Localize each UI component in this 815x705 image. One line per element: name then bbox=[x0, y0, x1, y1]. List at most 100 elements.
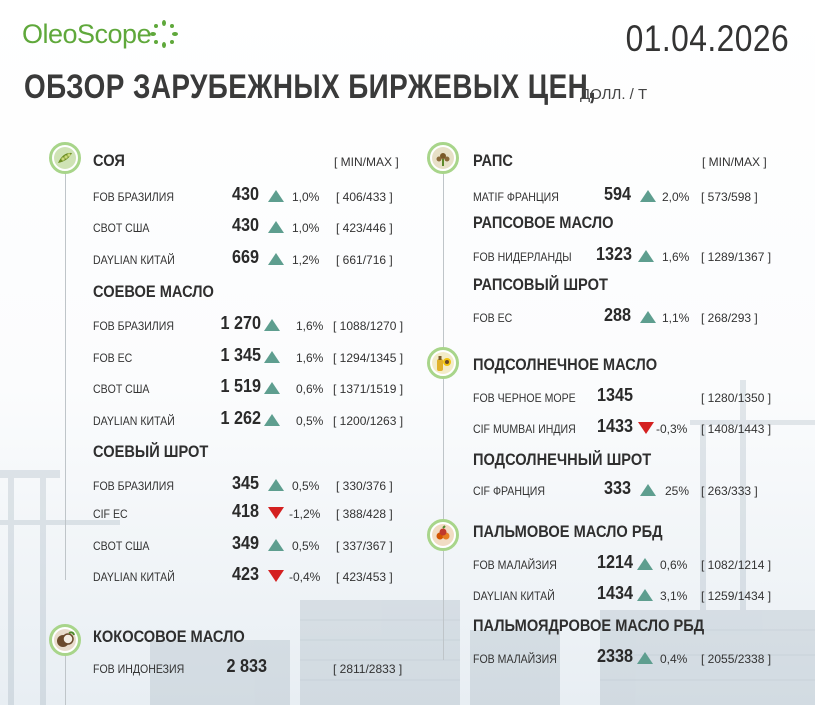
market-label: CIF ЕС bbox=[93, 507, 128, 521]
up-arrow-icon bbox=[264, 382, 280, 394]
up-arrow-icon bbox=[268, 253, 284, 265]
table-row: MATIF ФРАНЦИЯ 594 2,0% [ 573/598 ] bbox=[473, 184, 793, 206]
change-pct: 1,2% bbox=[292, 253, 320, 267]
rapeseed-meal-heading: РАПСОВЫЙ ШРОТ bbox=[473, 275, 608, 294]
change-pct: 1,0% bbox=[292, 190, 320, 204]
price-value: 423 bbox=[231, 564, 259, 584]
change-pct: 1,1% bbox=[662, 311, 690, 325]
market-label: CBOT США bbox=[93, 382, 150, 396]
price-value: 349 bbox=[231, 533, 259, 553]
table-row: FOB БРАЗИЛИЯ 1 270 1,6% [ 1088/1270 ] bbox=[93, 313, 423, 335]
rapeseed-icon bbox=[436, 153, 450, 166]
palm-section-icon bbox=[427, 519, 459, 551]
price-value: 669 bbox=[231, 247, 259, 267]
change-pct: 2,0% bbox=[662, 190, 690, 204]
change-pct: 0,6% bbox=[660, 558, 688, 572]
market-label: CIF ФРАНЦИЯ bbox=[473, 484, 546, 498]
table-row: DAYLIAN КИТАЙ 669 1,2% [ 661/716 ] bbox=[93, 247, 423, 269]
price-value: 1345 bbox=[596, 385, 633, 405]
min-max-range: [ 573/598 ] bbox=[701, 190, 758, 204]
market-label: CBOT США bbox=[93, 221, 150, 235]
price-value: 1323 bbox=[595, 244, 632, 264]
min-max-range: [ 268/293 ] bbox=[701, 311, 758, 325]
price-value: 333 bbox=[603, 478, 631, 498]
change-pct: 0,4% bbox=[660, 652, 688, 666]
market-label: FOB БРАЗИЛИЯ bbox=[93, 479, 174, 493]
soy-heading: СОЯ bbox=[93, 151, 125, 170]
min-max-range: [ 423/453 ] bbox=[336, 570, 393, 584]
change-pct: 3,1% bbox=[660, 589, 688, 603]
up-arrow-icon bbox=[268, 539, 284, 551]
change-pct: 1,6% bbox=[296, 319, 324, 333]
soybean-icon bbox=[58, 152, 72, 163]
price-value: 2338 bbox=[596, 646, 633, 666]
change-pct: 0,5% bbox=[292, 479, 320, 493]
coconut-oil-heading: КОКОСОВОЕ МАСЛО bbox=[93, 627, 245, 646]
table-row: FOB МАЛАЙЗИЯ 1214 0,6% [ 1082/1214 ] bbox=[473, 552, 793, 574]
up-arrow-icon bbox=[640, 311, 656, 323]
table-row: DAYLIAN КИТАЙ 1 262 0,5% [ 1200/1263 ] bbox=[93, 408, 423, 430]
table-row: FOB БРАЗИЛИЯ 430 1,0% [ 406/433 ] bbox=[93, 184, 423, 206]
price-value: 1433 bbox=[596, 416, 633, 436]
min-max-range: [ 1371/1519 ] bbox=[333, 382, 404, 396]
rapeseed-section-icon bbox=[427, 142, 459, 174]
rapeseed-oil-heading: РАПСОВОЕ МАСЛО bbox=[473, 213, 614, 232]
price-value: 1434 bbox=[596, 583, 633, 603]
change-pct: -1,2% bbox=[289, 507, 321, 521]
market-label: MATIF ФРАНЦИЯ bbox=[473, 190, 559, 204]
min-max-range: [ 2811/2833 ] bbox=[333, 662, 403, 676]
rapeseed-heading: РАПС bbox=[473, 151, 513, 170]
up-arrow-icon bbox=[268, 221, 284, 233]
table-row: DAYLIAN КИТАЙ 423 -0,4% [ 423/453 ] bbox=[93, 564, 423, 586]
price-value: 1 345 bbox=[220, 345, 261, 365]
logo-text: OleoScope bbox=[22, 18, 152, 49]
table-row: FOB ЕС 1 345 1,6% [ 1294/1345 ] bbox=[93, 345, 423, 367]
right-minmax-header: [ MIN/MAX ] bbox=[702, 155, 767, 169]
left-timeline-bottom bbox=[65, 640, 66, 705]
change-pct: 1,6% bbox=[662, 250, 690, 264]
price-value: 430 bbox=[231, 184, 259, 204]
up-arrow-icon bbox=[264, 414, 280, 426]
soy-meal-heading: СОЕВЫЙ ШРОТ bbox=[93, 442, 209, 461]
soy-oil-heading: СОЕВОЕ МАСЛО bbox=[93, 282, 214, 301]
title-main: ОБЗОР ЗАРУБЕЖНЫХ БИРЖЕВЫХ ЦЕН, bbox=[24, 68, 597, 106]
change-pct: 0,5% bbox=[292, 539, 320, 553]
market-label: DAYLIAN КИТАЙ bbox=[473, 589, 555, 603]
min-max-range: [ 263/333 ] bbox=[701, 484, 758, 498]
table-row: FOB МАЛАЙЗИЯ 2338 0,4% [ 2055/2338 ] bbox=[473, 646, 793, 668]
down-arrow-icon bbox=[268, 507, 284, 519]
palm-kernel-oil-heading: ПАЛЬМОЯДРОВОЕ МАСЛО РБД bbox=[473, 616, 705, 635]
up-arrow-icon bbox=[640, 484, 656, 496]
table-row: FOB ЕС 288 1,1% [ 268/293 ] bbox=[473, 305, 793, 327]
price-value: 430 bbox=[231, 215, 259, 235]
market-label: FOB БРАЗИЛИЯ bbox=[93, 190, 174, 204]
market-label: FOB ЧЕРНОЕ МОРЕ bbox=[473, 391, 576, 405]
table-row: DAYLIAN КИТАЙ 1434 3,1% [ 1259/1434 ] bbox=[473, 583, 793, 605]
table-row: CIF ЕС 418 -1,2% [ 388/428 ] bbox=[93, 501, 423, 523]
change-pct: -0,3% bbox=[656, 422, 688, 436]
min-max-range: [ 1294/1345 ] bbox=[333, 351, 404, 365]
min-max-range: [ 1280/1350 ] bbox=[701, 391, 772, 405]
table-row: FOB ЧЕРНОЕ МОРЕ 1345 [ 1280/1350 ] bbox=[473, 385, 793, 407]
change-pct: 1,0% bbox=[292, 221, 320, 235]
table-row: CIF ФРАНЦИЯ 333 25% [ 263/333 ] bbox=[473, 478, 793, 500]
table-row: CIF MUMBAI ИНДИЯ 1433 -0,3% [ 1408/1443 … bbox=[473, 416, 793, 438]
market-label: FOB БРАЗИЛИЯ bbox=[93, 319, 174, 333]
market-label: CIF MUMBAI ИНДИЯ bbox=[473, 422, 576, 436]
min-max-range: [ 1259/1434 ] bbox=[701, 589, 772, 603]
price-value: 1 262 bbox=[220, 408, 261, 428]
market-label: FOB ЕС bbox=[93, 351, 133, 365]
price-value: 1 519 bbox=[220, 376, 261, 396]
min-max-range: [ 661/716 ] bbox=[336, 253, 393, 267]
min-max-range: [ 423/446 ] bbox=[336, 221, 393, 235]
change-pct: 25% bbox=[665, 484, 690, 498]
table-row: FOB ИНДОНЕЗИЯ 2 833 [ 2811/2833 ] bbox=[93, 656, 423, 678]
change-pct: 0,5% bbox=[296, 414, 324, 428]
sunflower-section-icon bbox=[427, 347, 459, 379]
down-arrow-icon bbox=[638, 422, 654, 434]
market-label: FOB МАЛАЙЗИЯ bbox=[473, 652, 557, 666]
coconut-icon bbox=[57, 631, 75, 647]
min-max-range: [ 1082/1214 ] bbox=[701, 558, 772, 572]
table-row: FOB БРАЗИЛИЯ 345 0,5% [ 330/376 ] bbox=[93, 473, 423, 495]
price-value: 1214 bbox=[596, 552, 633, 572]
